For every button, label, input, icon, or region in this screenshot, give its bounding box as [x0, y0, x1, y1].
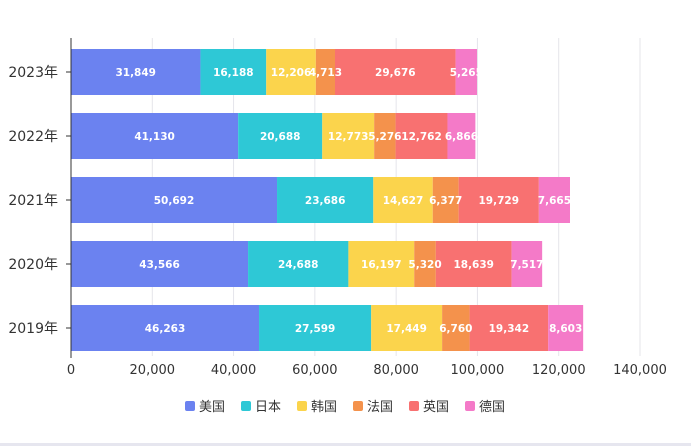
data-label: 31,849: [115, 67, 156, 79]
legend[interactable]: 美国 日本 韩国 法国 英国 德国: [185, 400, 505, 415]
data-label: 7,517: [510, 259, 543, 271]
data-label: 12,206: [271, 67, 312, 79]
x-tick-label: 20,000: [130, 363, 176, 378]
legend-swatch: [353, 401, 363, 411]
x-tick-label: 80,000: [373, 363, 419, 378]
bar-segment[interactable]: [348, 241, 415, 287]
data-label: 5,276: [368, 131, 401, 143]
legend-item[interactable]: 德国: [465, 400, 505, 415]
x-tick-label: 40,000: [211, 363, 257, 378]
bar-segment[interactable]: [395, 113, 448, 159]
legend-swatch: [297, 401, 307, 411]
legend-item[interactable]: 法国: [353, 400, 393, 415]
bar-segment[interactable]: [71, 49, 201, 95]
bar-segment[interactable]: [334, 49, 456, 95]
bar-segment[interactable]: [248, 241, 349, 287]
bar-segment[interactable]: [71, 177, 278, 223]
legend-label: 英国: [423, 400, 449, 415]
category-label: 2022年: [8, 129, 58, 145]
bar-segment[interactable]: [447, 113, 476, 159]
legend-item[interactable]: 英国: [409, 400, 449, 415]
data-label: 23,686: [305, 195, 346, 207]
bar-segment[interactable]: [538, 177, 570, 223]
bar-segment[interactable]: [322, 113, 375, 159]
data-label: 19,729: [478, 195, 519, 207]
axes: 0 20,000 40,000 60,000 80,000 100,000 120,000 1…: [8, 38, 667, 378]
data-label: 6,866: [445, 131, 478, 143]
data-label: 5,265: [450, 67, 483, 79]
x-tick-label: 120,000: [532, 363, 586, 378]
data-label: 46,263: [145, 323, 186, 335]
bar-segment[interactable]: [455, 49, 478, 95]
bar-segment[interactable]: [71, 241, 249, 287]
bar-segment[interactable]: [277, 177, 374, 223]
bar-segment[interactable]: [373, 177, 433, 223]
data-label: 6,760: [439, 323, 472, 335]
bar-segment[interactable]: [414, 241, 436, 287]
data-label: 16,188: [213, 67, 254, 79]
legend-label: 德国: [479, 400, 505, 415]
data-label: 27,599: [295, 323, 336, 335]
bottom-divider: [0, 443, 691, 446]
data-label: 19,342: [489, 323, 530, 335]
legend-item[interactable]: 日本: [241, 400, 281, 415]
x-tick-label: 100,000: [451, 363, 505, 378]
data-label: 50,692: [154, 195, 195, 207]
x-tick-label: 60,000: [292, 363, 338, 378]
bar-segment[interactable]: [511, 241, 543, 287]
data-label: 7,665: [538, 195, 571, 207]
data-label: 16,197: [361, 259, 402, 271]
data-label: 12,773: [328, 131, 369, 143]
bar-segment[interactable]: [458, 177, 539, 223]
bar-segment[interactable]: [71, 113, 239, 159]
bars: [71, 49, 584, 351]
legend-label: 美国: [199, 400, 225, 415]
category-label: 2021年: [8, 193, 58, 209]
bar-segment[interactable]: [315, 49, 335, 95]
legend-swatch: [465, 401, 475, 411]
legend-swatch: [241, 401, 251, 411]
data-label: 17,449: [386, 323, 427, 335]
x-tick-label: 140,000: [613, 363, 667, 378]
legend-swatch: [409, 401, 419, 411]
category-label: 2023年: [8, 65, 58, 81]
data-label: 20,688: [260, 131, 301, 143]
category-label: 2019年: [8, 321, 58, 337]
bar-segment[interactable]: [435, 241, 512, 287]
legend-label: 韩国: [311, 400, 337, 415]
data-label: 4,713: [309, 67, 342, 79]
data-label: 8,603: [549, 323, 582, 335]
legend-item[interactable]: 韩国: [297, 400, 337, 415]
bar-segment[interactable]: [200, 49, 267, 95]
bar-segment[interactable]: [371, 305, 443, 351]
bar-segment[interactable]: [259, 305, 372, 351]
data-label: 29,676: [375, 67, 416, 79]
data-label: 14,627: [383, 195, 424, 207]
bar-segment[interactable]: [71, 305, 260, 351]
bar-segment[interactable]: [442, 305, 470, 351]
legend-label: 日本: [255, 400, 281, 415]
legend-item[interactable]: 美国: [185, 400, 225, 415]
bar-segment[interactable]: [469, 305, 549, 351]
data-label: 41,130: [134, 131, 175, 143]
x-tick-label: 0: [67, 363, 75, 378]
data-label: 6,377: [429, 195, 462, 207]
data-label: 18,639: [453, 259, 494, 271]
bar-segment[interactable]: [238, 113, 323, 159]
data-label: 24,688: [278, 259, 319, 271]
data-label: 43,566: [139, 259, 180, 271]
bar-segment[interactable]: [374, 113, 396, 159]
legend-swatch: [185, 401, 195, 411]
legend-label: 法国: [367, 400, 393, 415]
bar-segment[interactable]: [266, 49, 316, 95]
bar-segment[interactable]: [548, 305, 584, 351]
data-label: 12,762: [401, 131, 442, 143]
data-label: 5,320: [408, 259, 441, 271]
bar-segment[interactable]: [432, 177, 459, 223]
category-label: 2020年: [8, 257, 58, 273]
